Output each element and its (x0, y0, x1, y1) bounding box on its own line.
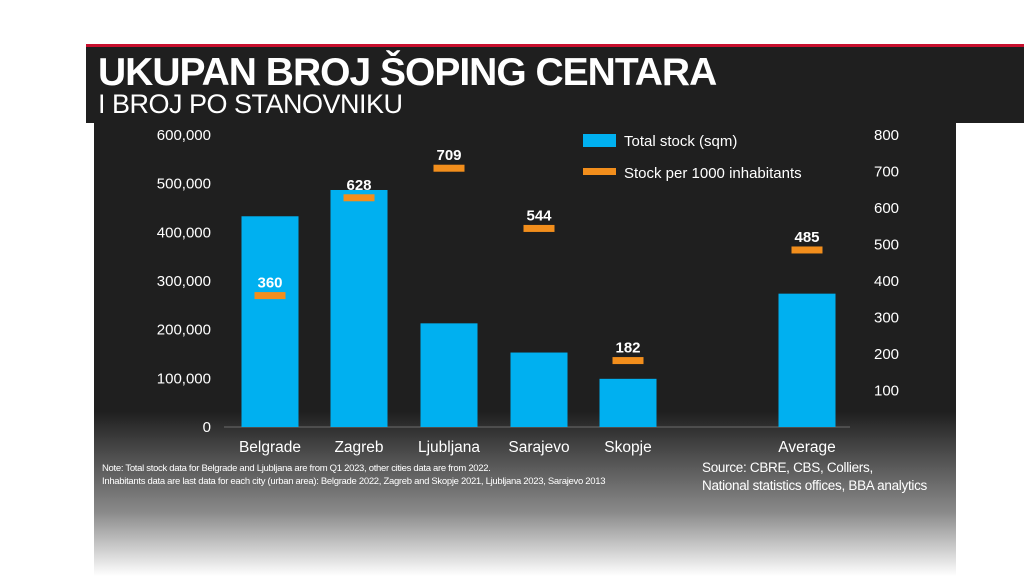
marker (791, 246, 823, 254)
accent-line (86, 44, 1024, 47)
x-tick-label: Ljubljana (418, 439, 480, 456)
y-right-tick-label: 400 (874, 273, 899, 290)
legend-label-bar: Total stock (sqm) (624, 133, 737, 150)
source-line-2: National statistics offices, BBA analyti… (702, 478, 928, 493)
legend-swatch-bar (583, 134, 616, 147)
page-title: UKUPAN BROJ ŠOPING CENTARA (98, 51, 717, 94)
note-line-2: Inhabitants data are last data for each … (102, 476, 606, 487)
y-right-tick-label: 800 (874, 127, 899, 144)
x-tick-label: Average (778, 439, 835, 456)
y-left-tick-label: 300,000 (157, 273, 211, 290)
data-label: 544 (526, 207, 552, 224)
note-line-1: Note: Total stock data for Belgrade and … (102, 463, 491, 474)
legend-label-marker: Stock per 1000 inhabitants (624, 165, 802, 182)
marker (523, 224, 555, 232)
title-box: UKUPAN BROJ ŠOPING CENTARA I BROJ PO STA… (86, 47, 1024, 123)
x-tick-label: Sarajevo (508, 439, 569, 456)
data-label: 182 (615, 340, 640, 357)
data-label: 360 (257, 275, 282, 292)
bar (420, 323, 478, 427)
y-left-tick-label: 0 (203, 419, 211, 436)
x-tick-label: Zagreb (334, 439, 383, 456)
y-left-tick-label: 400,000 (157, 224, 211, 241)
y-right-tick-label: 700 (874, 164, 899, 181)
source-line-1: Source: CBRE, CBS, Colliers, (702, 460, 873, 475)
marker (433, 164, 465, 172)
y-right-tick-label: 100 (874, 383, 899, 400)
bar (599, 378, 657, 427)
marker (343, 194, 375, 202)
y-left-tick-label: 200,000 (157, 322, 211, 339)
y-left-tick-label: 100,000 (157, 370, 211, 387)
y-right-tick-label: 600 (874, 200, 899, 217)
marker (254, 292, 286, 300)
chart-source: Source: CBRE, CBS, Colliers, National st… (702, 459, 927, 495)
legend-swatch-marker (583, 168, 616, 175)
data-label: 485 (794, 229, 819, 246)
y-right-tick-label: 200 (874, 346, 899, 363)
bar (330, 189, 388, 427)
y-left-tick-label: 600,000 (157, 127, 211, 144)
y-right-tick-label: 500 (874, 237, 899, 254)
bar (510, 352, 568, 427)
y-left-tick-label: 500,000 (157, 176, 211, 193)
page-subtitle: I BROJ PO STANOVNIKU (98, 89, 403, 119)
marker (612, 357, 644, 365)
bar (241, 216, 299, 427)
chart-note: Note: Total stock data for Belgrade and … (102, 462, 606, 488)
bar (778, 293, 836, 427)
x-tick-label: Belgrade (239, 439, 301, 456)
x-tick-label: Skopje (604, 439, 651, 456)
y-right-tick-label: 300 (874, 310, 899, 327)
data-label: 628 (346, 177, 371, 194)
data-label: 709 (436, 147, 461, 164)
